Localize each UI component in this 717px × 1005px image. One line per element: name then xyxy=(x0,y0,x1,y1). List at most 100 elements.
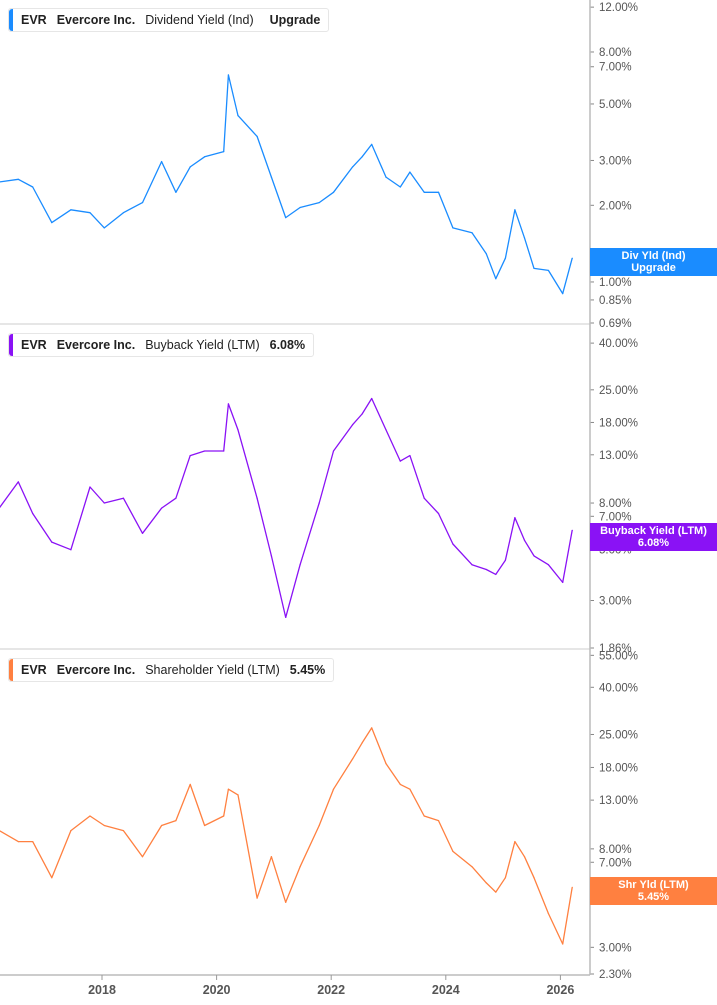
data-point xyxy=(227,788,230,790)
data-point xyxy=(452,850,454,853)
data-point xyxy=(361,156,363,158)
y-tick-label: 18.00% xyxy=(599,762,638,774)
data-point xyxy=(504,559,506,561)
data-point xyxy=(175,497,177,499)
data-point xyxy=(270,555,273,557)
data-point xyxy=(256,497,258,499)
data-point xyxy=(385,176,387,178)
data-point xyxy=(160,824,163,827)
data-point xyxy=(141,856,144,858)
y-tick-label: 1.00% xyxy=(599,277,632,289)
data-point xyxy=(332,788,335,790)
y-tick-label: 1.86% xyxy=(599,643,632,655)
y-tick-label: 7.00% xyxy=(599,62,632,74)
data-point xyxy=(299,564,301,566)
price-tag-buyback-yield: Buyback Yield (LTM) 6.08% xyxy=(590,523,717,551)
tag-line: 6.08% xyxy=(637,537,670,549)
data-point xyxy=(189,166,191,168)
legend-dividend-yield: EVR Evercore Inc. Dividend Yield (Ind) U… xyxy=(8,8,330,32)
data-point xyxy=(285,616,287,619)
series-line-0 xyxy=(0,74,573,295)
data-point xyxy=(571,886,573,888)
data-point xyxy=(562,581,564,583)
price-tag-dividend-yield: Div Yld (Ind) Upgrade xyxy=(590,248,717,276)
data-point xyxy=(189,454,191,457)
legend-shareholder-yield: EVR Evercore Inc. Shareholder Yield (LTM… xyxy=(8,658,335,682)
data-point xyxy=(318,502,320,504)
y-tick-label: 7.00% xyxy=(599,511,632,523)
data-point xyxy=(399,460,401,462)
data-point xyxy=(495,891,497,893)
data-point xyxy=(471,866,473,868)
y-tick-label: 3.00% xyxy=(599,595,632,607)
data-point xyxy=(89,486,91,488)
data-point xyxy=(452,227,454,229)
y-tick-label: 55.00% xyxy=(599,650,638,662)
data-point xyxy=(122,829,124,832)
data-point xyxy=(385,429,387,431)
data-point xyxy=(409,171,411,173)
x-tick-label: 2020 xyxy=(203,983,231,997)
y-tick-label: 18.00% xyxy=(599,417,638,429)
data-point xyxy=(237,794,239,796)
data-point xyxy=(437,820,440,822)
legend-ticker: EVR xyxy=(21,13,47,27)
data-point xyxy=(51,541,53,543)
data-point xyxy=(332,191,335,193)
data-point xyxy=(175,820,177,822)
data-point xyxy=(32,841,34,843)
legend-buyback-yield: EVR Evercore Inc. Buyback Yield (LTM) 6.… xyxy=(8,333,315,357)
data-point xyxy=(203,824,206,827)
legend-metric: Dividend Yield (Ind) xyxy=(145,13,254,27)
x-tick-label: 2018 xyxy=(88,983,116,997)
data-point xyxy=(485,882,487,884)
y-tick-label: 7.00% xyxy=(599,857,632,869)
data-point xyxy=(409,788,411,790)
data-point xyxy=(371,397,373,400)
data-point xyxy=(523,856,526,858)
data-point xyxy=(32,186,34,188)
data-point xyxy=(495,573,497,576)
data-point xyxy=(223,815,225,817)
legend-value: 5.45% xyxy=(289,663,326,677)
data-point xyxy=(399,186,401,188)
y-tick-label: 3.00% xyxy=(599,155,632,167)
legend-metric: Buyback Yield (LTM) xyxy=(145,338,260,352)
data-point xyxy=(299,206,301,209)
data-point xyxy=(409,454,411,457)
data-point xyxy=(562,943,564,945)
series-line-2 xyxy=(0,727,573,945)
data-point xyxy=(571,257,573,259)
y-tick-label: 2.30% xyxy=(599,969,632,981)
y-tick-label: 0.85% xyxy=(599,295,632,307)
data-point xyxy=(371,727,373,729)
data-point xyxy=(285,901,287,903)
data-point xyxy=(361,413,363,415)
data-point xyxy=(385,763,387,765)
x-tick-label: 2026 xyxy=(546,983,574,997)
y-tick-label: 8.00% xyxy=(599,844,632,856)
legend-metric: Shareholder Yield (LTM) xyxy=(145,663,280,677)
x-tick-label: 2022 xyxy=(317,983,345,997)
data-point xyxy=(423,815,425,817)
data-point xyxy=(70,829,72,832)
data-point xyxy=(51,222,53,224)
y-tick-label: 3.00% xyxy=(599,942,632,954)
data-point xyxy=(533,877,535,879)
y-tick-label: 12.00% xyxy=(599,2,638,14)
data-point xyxy=(270,856,273,858)
data-point xyxy=(175,191,177,193)
data-point xyxy=(562,293,564,295)
legend-upgrade-link[interactable]: Upgrade xyxy=(269,13,321,27)
data-point xyxy=(371,143,373,145)
y-tick-label: 8.00% xyxy=(599,47,632,59)
y-tick-label: 13.00% xyxy=(599,795,638,807)
data-point xyxy=(141,532,144,534)
data-point xyxy=(103,227,105,229)
data-point xyxy=(17,841,19,843)
data-point xyxy=(89,815,91,817)
data-point xyxy=(89,212,91,214)
legend-ticker: EVR xyxy=(21,663,47,677)
data-point xyxy=(361,742,363,744)
